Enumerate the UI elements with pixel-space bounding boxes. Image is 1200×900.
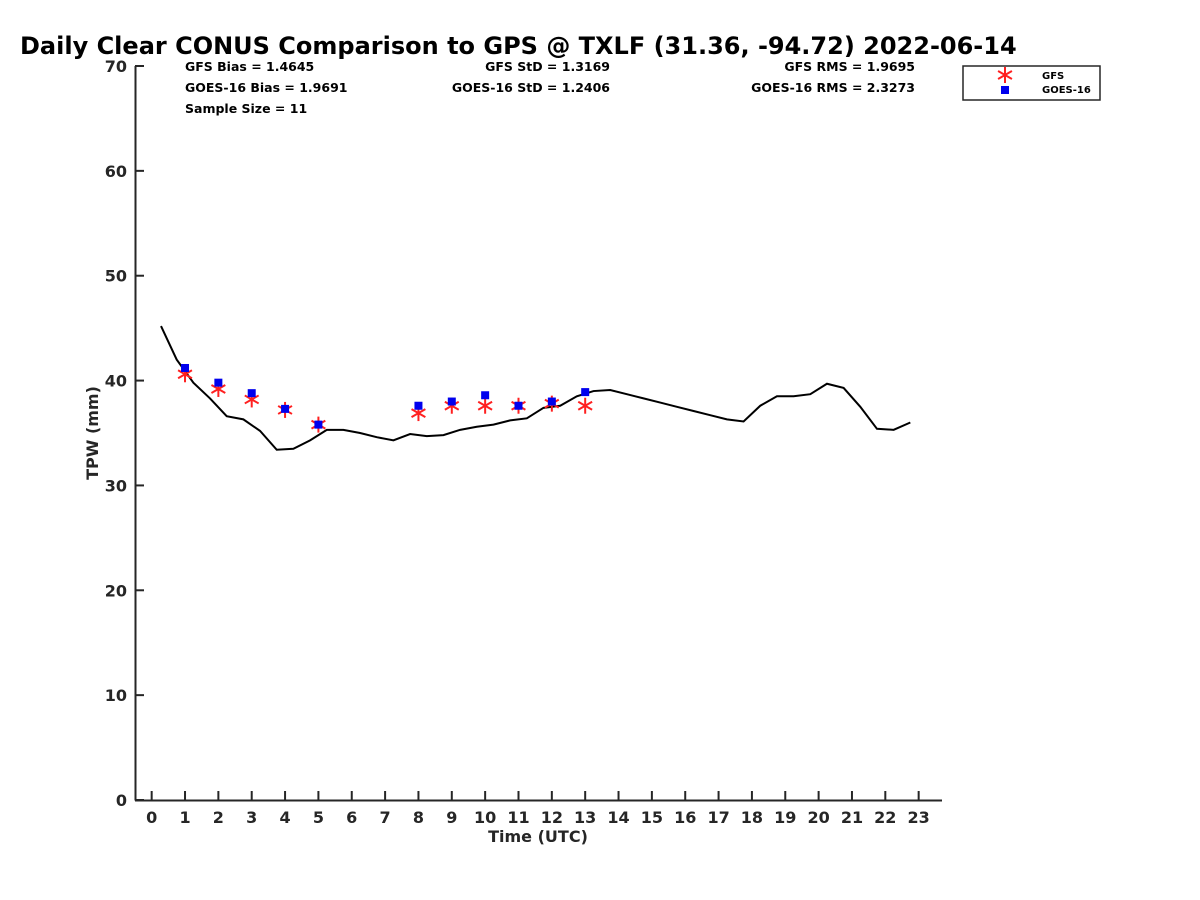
gfs-std-stat: GFS StD = 1.3169: [485, 59, 610, 74]
legend-gfs-asterisk: [997, 67, 1013, 83]
goes16-point: [247, 389, 256, 398]
goes16-point: [547, 397, 556, 406]
x-tick-label: 8: [413, 808, 424, 827]
goes-rms-stat: GOES-16 RMS = 2.3273: [751, 80, 915, 95]
x-tick-label: 15: [641, 808, 663, 827]
legend-gfs-marker: [997, 67, 1013, 83]
goes16-point: [481, 391, 490, 400]
goes-bias-stat: GOES-16 Bias = 1.9691: [185, 80, 347, 95]
legend-box: [962, 65, 1101, 101]
plot-area: [160, 325, 911, 451]
gfs-rms-stat: GFS RMS = 1.9695: [784, 59, 915, 74]
x-tick-label: 17: [707, 808, 729, 827]
x-ticks: 0 1 2 3 4 5 6 7 8 9 10 11 12 13 14 15 16 17 18 19 20 21 22 23: [146, 791, 930, 827]
x-tick-label: 16: [674, 808, 696, 827]
x-tick-label: 3: [246, 808, 257, 827]
y-tick-label: 70: [105, 57, 127, 76]
goes16-point: [447, 397, 456, 406]
legend: GFS GOES-16: [962, 65, 1101, 101]
x-axis-label: Time (UTC): [488, 827, 588, 846]
x-tick-label: 0: [146, 808, 157, 827]
gfs-point: [477, 397, 493, 414]
y-axis-label: TPW (mm): [83, 386, 102, 480]
chart-title: Daily Clear CONUS Comparison to GPS @ TX…: [20, 32, 1017, 60]
x-tick-label: 20: [807, 808, 829, 827]
goes16-point: [214, 378, 223, 387]
legend-goes-label: GOES-16: [1042, 85, 1091, 96]
goes-std-stat: GOES-16 StD = 1.2406: [452, 80, 610, 95]
x-tick-label: 14: [607, 808, 629, 827]
y-tick-label: 60: [105, 162, 127, 181]
goes16-point: [514, 401, 523, 410]
x-tick-label: 4: [279, 808, 290, 827]
goes16-point: [581, 388, 590, 397]
x-tick-label: 19: [774, 808, 796, 827]
gfs-point: [577, 397, 593, 414]
x-tick-label: 2: [213, 808, 224, 827]
goes16-point: [314, 420, 323, 429]
legend-goes-square: [1001, 86, 1009, 94]
y-tick-label: 10: [105, 686, 127, 705]
x-tick-label: 18: [741, 808, 763, 827]
y-tick-label: 50: [105, 267, 127, 286]
y-tick-label: 30: [105, 476, 127, 495]
y-ticks: 0 10 20 30 40 50 60 70: [105, 57, 144, 810]
legend-gfs-label: GFS: [1042, 71, 1064, 82]
x-tick-label: 1: [179, 808, 190, 827]
goes16-point: [281, 404, 290, 413]
x-tick-label: 6: [346, 808, 357, 827]
x-tick-label: 21: [841, 808, 863, 827]
x-tick-label: 11: [507, 808, 529, 827]
sample-size-stat: Sample Size = 11: [185, 101, 307, 116]
x-tick-label: 7: [380, 808, 391, 827]
gps-tpw-line: [160, 325, 911, 451]
goes16-point: [181, 363, 190, 372]
x-tick-label: 9: [446, 808, 457, 827]
x-tick-label: 13: [574, 808, 596, 827]
x-tick-label: 5: [313, 808, 324, 827]
gfs-bias-stat: GFS Bias = 1.4645: [185, 59, 314, 74]
x-tick-label: 22: [874, 808, 896, 827]
y-tick-label: 0: [116, 791, 127, 810]
x-tick-label: 10: [474, 808, 496, 827]
legend-goes-marker: [1001, 86, 1009, 94]
goes16-point: [414, 401, 423, 410]
x-tick-label: 23: [908, 808, 930, 827]
y-tick-label: 20: [105, 581, 127, 600]
x-tick-label: 12: [541, 808, 563, 827]
y-tick-label: 40: [105, 372, 127, 391]
